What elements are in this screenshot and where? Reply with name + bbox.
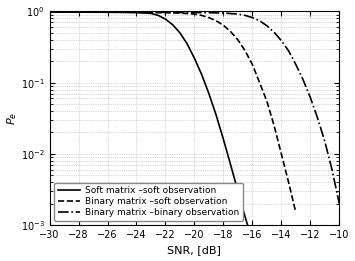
Binary matrix –soft observation bbox=[214, 19, 218, 22]
Soft matrix –soft observation bbox=[156, 14, 160, 17]
Binary matrix –binary observation bbox=[105, 10, 110, 14]
Binary matrix –binary observation bbox=[135, 11, 139, 14]
Binary matrix –binary observation bbox=[265, 24, 269, 27]
Binary matrix –binary observation bbox=[301, 78, 305, 81]
Soft matrix –soft observation bbox=[192, 57, 197, 60]
Binary matrix –binary observation bbox=[178, 11, 182, 14]
Binary matrix –soft observation bbox=[178, 11, 182, 15]
Binary matrix –binary observation bbox=[243, 14, 247, 17]
Binary matrix –binary observation bbox=[330, 168, 334, 171]
Binary matrix –soft observation bbox=[120, 11, 124, 14]
Soft matrix –soft observation bbox=[135, 11, 139, 14]
Binary matrix –soft observation bbox=[135, 11, 139, 14]
Binary matrix –binary observation bbox=[272, 31, 276, 34]
Line: Binary matrix –soft observation: Binary matrix –soft observation bbox=[50, 12, 296, 212]
Binary matrix –soft observation bbox=[91, 10, 95, 14]
Binary matrix –soft observation bbox=[250, 63, 255, 66]
Binary matrix –binary observation bbox=[48, 10, 52, 14]
Binary matrix –binary observation bbox=[192, 11, 197, 14]
Line: Soft matrix –soft observation: Soft matrix –soft observation bbox=[50, 12, 289, 261]
Binary matrix –binary observation bbox=[294, 63, 298, 66]
Binary matrix –binary observation bbox=[323, 140, 327, 143]
Soft matrix –soft observation bbox=[149, 12, 153, 15]
Binary matrix –binary observation bbox=[120, 11, 124, 14]
Binary matrix –binary observation bbox=[207, 11, 211, 14]
Soft matrix –soft observation bbox=[243, 215, 247, 218]
Soft matrix –soft observation bbox=[221, 138, 225, 141]
Binary matrix –binary observation bbox=[337, 202, 342, 205]
Legend: Soft matrix –soft observation, Binary matrix –soft observation, Binary matrix –b: Soft matrix –soft observation, Binary ma… bbox=[54, 183, 243, 221]
Binary matrix –soft observation bbox=[294, 211, 298, 214]
Binary matrix –binary observation bbox=[76, 10, 81, 14]
Binary matrix –soft observation bbox=[243, 49, 247, 52]
Soft matrix –soft observation bbox=[200, 73, 204, 76]
Y-axis label: $P_e$: $P_e$ bbox=[6, 112, 20, 125]
Soft matrix –soft observation bbox=[185, 42, 189, 45]
Binary matrix –soft observation bbox=[286, 181, 291, 184]
Soft matrix –soft observation bbox=[76, 11, 81, 14]
Binary matrix –soft observation bbox=[236, 38, 240, 41]
Binary matrix –binary observation bbox=[149, 11, 153, 14]
Soft matrix –soft observation bbox=[48, 10, 52, 14]
Binary matrix –binary observation bbox=[250, 16, 255, 19]
Soft matrix –soft observation bbox=[207, 92, 211, 95]
Soft matrix –soft observation bbox=[62, 10, 66, 14]
Binary matrix –soft observation bbox=[192, 13, 197, 16]
Line: Binary matrix –binary observation: Binary matrix –binary observation bbox=[50, 12, 339, 204]
Binary matrix –soft observation bbox=[221, 24, 225, 27]
Soft matrix –soft observation bbox=[91, 11, 95, 14]
Binary matrix –binary observation bbox=[62, 10, 66, 14]
Binary matrix –binary observation bbox=[236, 13, 240, 16]
Binary matrix –soft observation bbox=[207, 16, 211, 19]
Soft matrix –soft observation bbox=[236, 189, 240, 193]
Binary matrix –soft observation bbox=[62, 10, 66, 14]
Binary matrix –binary observation bbox=[286, 49, 291, 52]
Soft matrix –soft observation bbox=[214, 114, 218, 117]
Soft matrix –soft observation bbox=[229, 163, 233, 167]
Binary matrix –soft observation bbox=[149, 11, 153, 14]
Binary matrix –binary observation bbox=[257, 19, 262, 22]
X-axis label: SNR, [dB]: SNR, [dB] bbox=[168, 245, 222, 256]
Binary matrix –binary observation bbox=[308, 96, 312, 99]
Binary matrix –soft observation bbox=[105, 11, 110, 14]
Binary matrix –soft observation bbox=[163, 11, 168, 14]
Binary matrix –soft observation bbox=[257, 81, 262, 84]
Soft matrix –soft observation bbox=[105, 11, 110, 14]
Binary matrix –soft observation bbox=[48, 10, 52, 14]
Binary matrix –soft observation bbox=[279, 152, 283, 155]
Soft matrix –soft observation bbox=[120, 11, 124, 14]
Binary matrix –soft observation bbox=[76, 10, 81, 14]
Binary matrix –soft observation bbox=[265, 99, 269, 103]
Binary matrix –binary observation bbox=[221, 11, 225, 15]
Binary matrix –soft observation bbox=[200, 14, 204, 17]
Binary matrix –binary observation bbox=[91, 10, 95, 14]
Soft matrix –soft observation bbox=[178, 31, 182, 34]
Binary matrix –soft observation bbox=[229, 30, 233, 33]
Binary matrix –soft observation bbox=[272, 124, 276, 127]
Binary matrix –binary observation bbox=[163, 11, 168, 14]
Soft matrix –soft observation bbox=[250, 239, 255, 242]
Binary matrix –binary observation bbox=[279, 39, 283, 42]
Soft matrix –soft observation bbox=[170, 23, 175, 26]
Soft matrix –soft observation bbox=[163, 17, 168, 21]
Binary matrix –binary observation bbox=[315, 116, 320, 120]
